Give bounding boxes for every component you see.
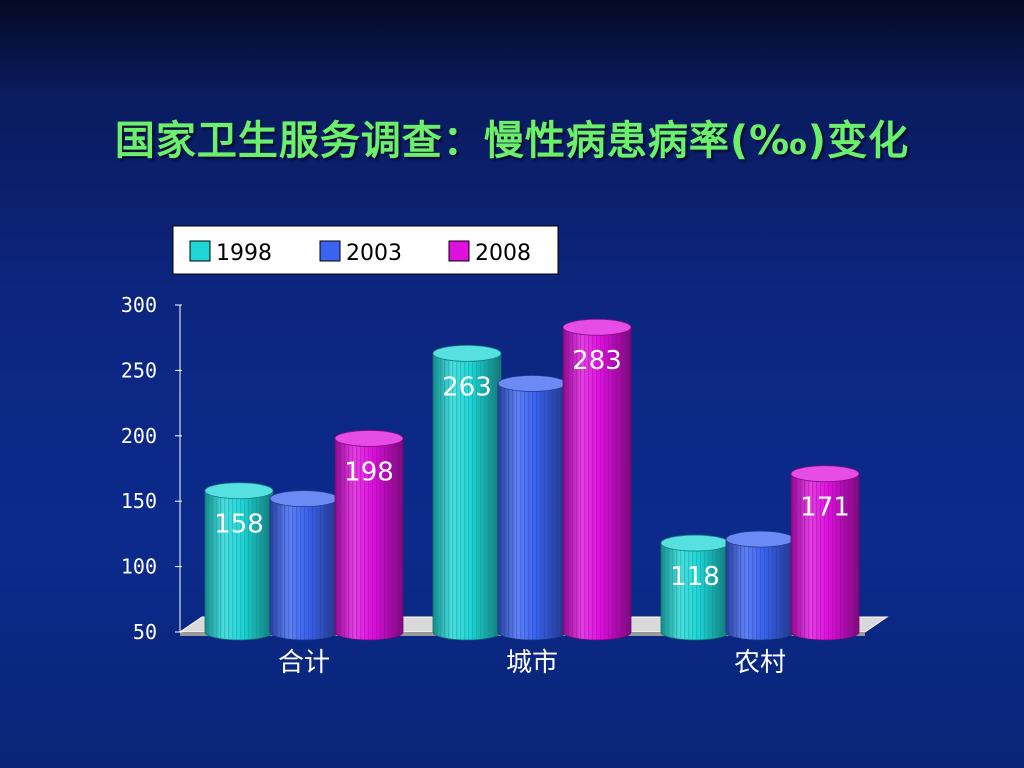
legend-box: [172, 225, 559, 275]
bar-top: [497, 375, 567, 392]
y-tick-label: 150: [121, 489, 157, 513]
legend-swatch: [448, 240, 470, 262]
bar-texture: [498, 383, 566, 640]
bar-texture: [433, 353, 501, 640]
legend: 1998 2003 2008: [172, 225, 559, 275]
legend-label: 2003: [346, 241, 402, 266]
legend-label: 1998: [216, 241, 272, 266]
bar: [204, 482, 274, 641]
bar: [334, 430, 404, 641]
bar-texture: [205, 490, 273, 640]
data-label: 263: [442, 372, 492, 402]
bar: [269, 490, 339, 641]
data-label: 171: [800, 493, 850, 523]
x-category-label: 城市: [506, 648, 558, 678]
bar-top: [562, 318, 632, 336]
bar: [660, 534, 730, 641]
bar-texture: [270, 498, 338, 640]
bar-top: [660, 534, 730, 552]
bar: [790, 465, 860, 641]
bar-texture: [791, 473, 859, 640]
bar-top: [334, 430, 404, 447]
bar: [562, 318, 632, 641]
bar-top: [269, 490, 339, 507]
slide-title: 国家卫生服务调查：慢性病患病率(‰)变化: [114, 118, 910, 164]
bar-texture: [661, 543, 729, 640]
bar: [432, 344, 502, 641]
bar: [725, 530, 795, 641]
bar-top: [790, 465, 860, 483]
y-tick-label: 300: [121, 293, 157, 317]
y-tick-label: 100: [121, 555, 157, 579]
bar-top: [204, 482, 274, 500]
bar-texture: [563, 327, 631, 640]
bar-top: [725, 530, 795, 548]
legend-label: 2008: [475, 241, 531, 266]
x-category-label: 合计: [278, 648, 330, 678]
x-category-label: 农村: [734, 648, 786, 678]
bar-top: [432, 344, 502, 362]
legend-swatch: [319, 240, 341, 262]
bar: [497, 375, 567, 641]
data-label: 283: [572, 346, 622, 376]
y-tick-label: 50: [133, 620, 157, 644]
y-tick-label: 250: [121, 358, 157, 382]
y-tick-label: 200: [121, 424, 157, 448]
data-label: 158: [214, 510, 264, 540]
legend-swatch: [189, 240, 211, 262]
data-label: 118: [670, 562, 720, 592]
bar-texture: [335, 438, 403, 640]
bar-texture: [726, 539, 794, 640]
data-label: 198: [344, 457, 394, 487]
